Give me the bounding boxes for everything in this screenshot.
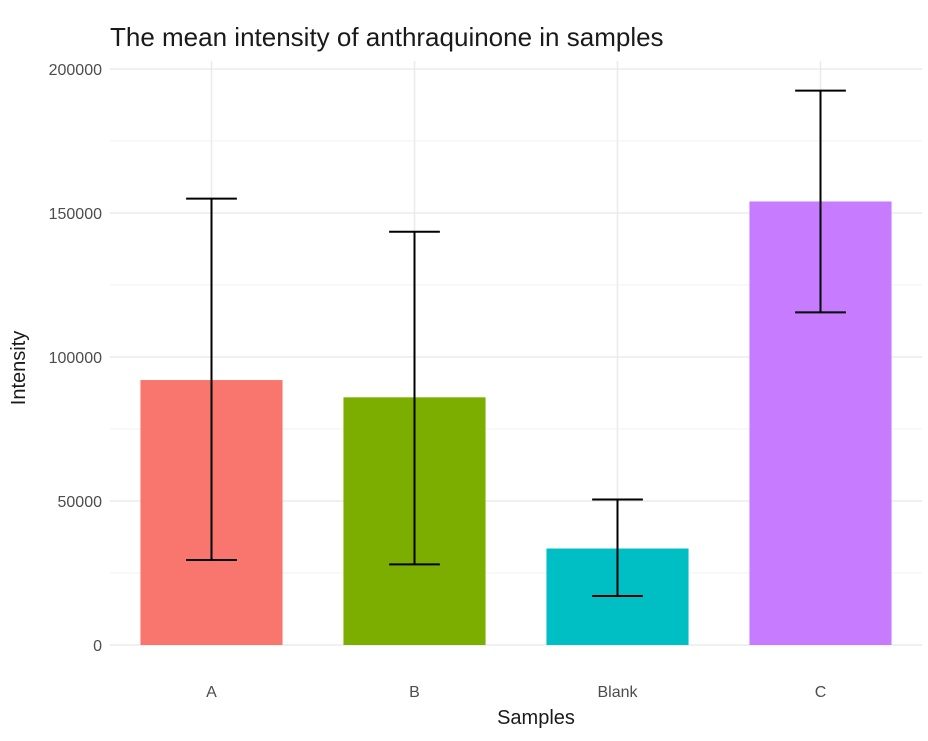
y-axis-ticks: 0 50000 100000 150000 200000 — [49, 62, 102, 655]
error-bar-c — [795, 89, 846, 314]
x-tick-label: Blank — [597, 684, 638, 701]
y-tick-label: 0 — [93, 638, 102, 655]
y-axis-title: Intensity — [8, 331, 30, 405]
y-tick-label: 100000 — [49, 350, 102, 367]
error-bar-blank — [592, 498, 643, 598]
y-tick-label: 150000 — [49, 206, 102, 223]
x-axis-ticks: A B Blank C — [206, 684, 826, 701]
x-tick-label: A — [206, 684, 217, 701]
x-tick-label: B — [409, 684, 420, 701]
x-axis-title: Samples — [497, 707, 575, 729]
error-bar-a — [186, 197, 237, 562]
chart-title: The mean intensity of anthraquinone in s… — [110, 22, 664, 52]
bars — [140, 201, 892, 646]
y-tick-label: 200000 — [49, 62, 102, 79]
y-tick-label: 50000 — [58, 494, 103, 511]
error-bars — [186, 89, 846, 598]
error-bar-b — [389, 230, 440, 566]
x-tick-label: C — [815, 684, 827, 701]
